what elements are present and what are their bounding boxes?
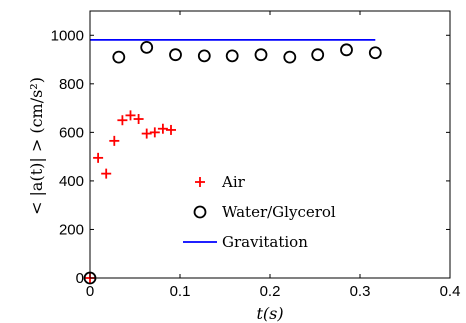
data-point-water-glycerol [254, 48, 268, 62]
y-tick-label: 0 [76, 270, 84, 287]
data-point-air [133, 114, 144, 125]
data-point-water-glycerol [225, 49, 239, 63]
x-tick-label: 0.3 [350, 283, 371, 300]
data-point-air [125, 110, 136, 121]
data-point-water-glycerol [340, 43, 353, 57]
y-tick-label: 800 [59, 76, 84, 93]
x-tick-label: 0 [86, 283, 94, 300]
data-point-water-glycerol [368, 46, 382, 60]
y-tick-label: 1000 [51, 27, 84, 44]
legend-label-water-glycerol: Water/Glycerol [222, 203, 336, 221]
data-point-water-glycerol [311, 48, 325, 62]
data-point-water-glycerol [197, 49, 211, 63]
legend-label-gravitation: Gravitation [222, 233, 308, 251]
legend: Air Water/Glycerol Gravitation [183, 173, 336, 251]
x-axis-label: t(s) [256, 304, 283, 323]
y-tick-label: 200 [59, 221, 84, 238]
legend-label-air: Air [221, 173, 246, 191]
x-tick-label: 0.2 [260, 283, 281, 300]
data-point-air [117, 115, 128, 126]
y-tick-label: 400 [59, 173, 84, 190]
data-point-water-glycerol [112, 50, 126, 64]
data-point-air [166, 124, 176, 135]
data-point-water-glycerol [283, 50, 297, 64]
data-point-water-glycerol [140, 41, 154, 54]
x-tick-label: 0.1 [170, 283, 191, 300]
data-point-air [141, 128, 152, 139]
data-point-air [109, 135, 120, 146]
data-point-air [157, 123, 168, 134]
data-point-air [149, 127, 160, 138]
x-tick-label: 0.4 [440, 283, 461, 300]
data-point-water-glycerol [169, 48, 182, 62]
data-point-air [101, 168, 112, 179]
y-axis-label: < |a(t)| > (cm/s²) [27, 77, 46, 215]
legend-marker-water-glycerol [193, 205, 207, 219]
axes: 0 0.1 0.2 0.3 0.4 0 200 400 600 800 1000 [51, 10, 461, 300]
data-point-air [93, 152, 104, 163]
y-tick-label: 600 [59, 124, 84, 141]
